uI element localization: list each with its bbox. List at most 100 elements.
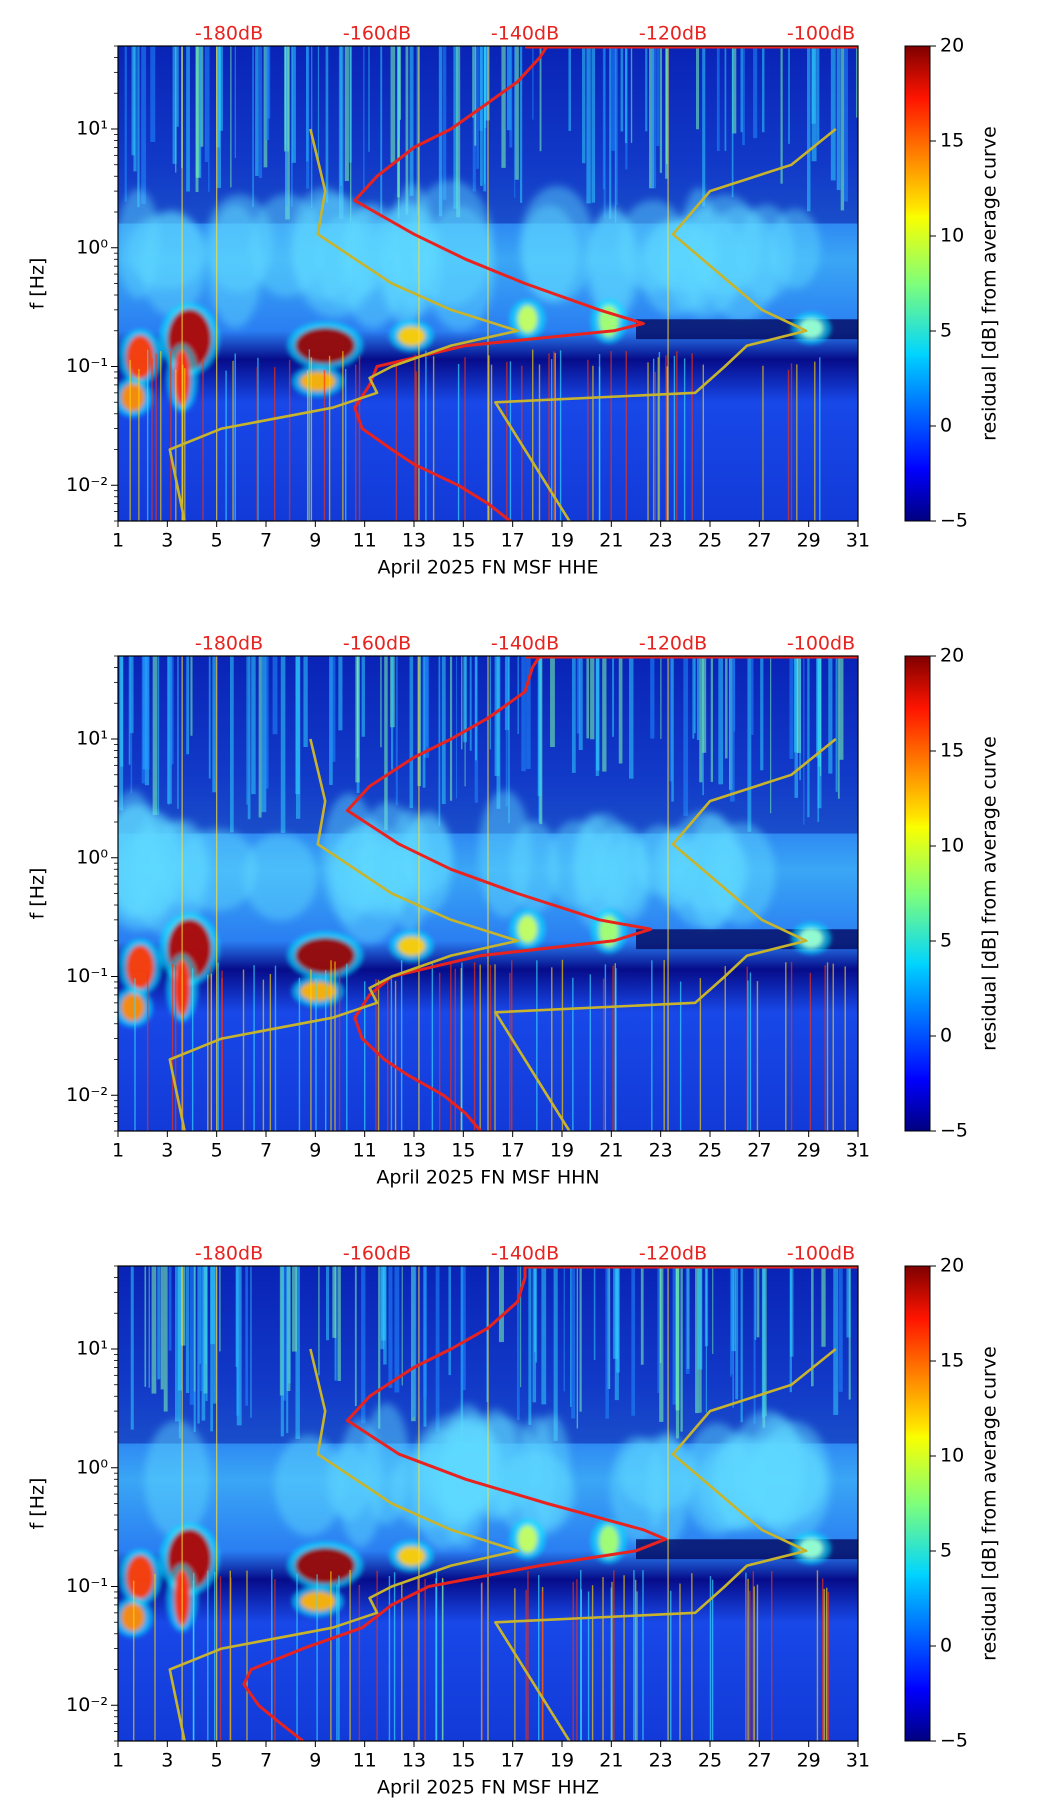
hf-streak [835, 656, 838, 792]
hf-streak [195, 46, 200, 178]
x-tick-label: 13 [402, 530, 426, 552]
colorbar-tick-label: 20 [940, 35, 964, 57]
x-tick-label: 23 [649, 1750, 673, 1772]
cloud-blob [144, 1420, 210, 1539]
cloud-blob [517, 1416, 556, 1538]
hf-streak [480, 46, 483, 186]
db-scale-label: -120dB [639, 633, 707, 655]
hf-streak [474, 46, 477, 146]
hf-streak [144, 1266, 147, 1387]
transient-streak [334, 961, 336, 1131]
hf-streak [656, 46, 660, 146]
x-tick-label: 3 [161, 530, 173, 552]
hf-streak [200, 1266, 203, 1392]
microseism-cloud [144, 1403, 832, 1550]
transient-streak [315, 978, 317, 1131]
hf-streak [172, 46, 177, 164]
hf-streak [586, 656, 590, 739]
hf-streak [680, 1266, 683, 1432]
db-scale-label: -140dB [491, 1243, 559, 1265]
transient-streak [210, 973, 213, 1131]
colorbar-tick-label: 10 [940, 225, 964, 247]
hf-streak [349, 46, 352, 163]
x-tick-label: 19 [550, 1750, 574, 1772]
hot-spot [397, 936, 426, 957]
transient-streak [253, 965, 255, 1131]
db-scale-label: -100dB [787, 633, 855, 655]
hf-streak [185, 1266, 190, 1393]
hf-streak [816, 46, 820, 144]
db-scale-label: -120dB [639, 23, 707, 45]
hf-streak [201, 1266, 206, 1421]
hf-streak [463, 656, 467, 743]
hf-streak [130, 656, 133, 794]
x-tick-label: 15 [451, 1750, 475, 1772]
hf-streak [285, 46, 288, 206]
x-tick-label: 29 [797, 530, 821, 552]
transient-streak [207, 1570, 209, 1741]
x-tick-label: 19 [550, 1140, 574, 1162]
transient-streak [623, 1575, 625, 1741]
hf-streak [789, 656, 794, 759]
transient-streak [551, 967, 553, 1131]
transient-streak [827, 1591, 830, 1741]
transient-streak [572, 977, 574, 1131]
hf-streak [505, 656, 508, 807]
transient-streak [146, 972, 149, 1131]
hf-streak [338, 46, 344, 220]
hf-streak [361, 1266, 366, 1424]
hf-streak [169, 656, 174, 765]
hf-streak [811, 46, 816, 124]
transient-streak [154, 1573, 156, 1741]
hf-streak [669, 656, 673, 782]
hf-streak [645, 46, 648, 132]
cloud-blob [250, 194, 324, 297]
transient-streak [756, 981, 759, 1131]
y-tick-label: 10⁰ [76, 846, 108, 868]
colorbar-tick-label: 10 [940, 1445, 964, 1467]
transient-streak [576, 1579, 578, 1741]
transient-streak [424, 1578, 426, 1741]
x-tick-label: 25 [698, 1140, 722, 1162]
hf-streak [485, 46, 490, 121]
transient-streak [316, 1574, 318, 1741]
hf-streak [683, 656, 689, 816]
colorbar-tick-label: 5 [940, 930, 952, 952]
transient-streak [699, 978, 702, 1131]
db-scale-label: -100dB [787, 1243, 855, 1265]
transient-streak [832, 963, 834, 1131]
transient-streak [479, 964, 481, 1131]
hf-streak [283, 1266, 287, 1401]
hf-streak [807, 46, 811, 212]
hf-streak [235, 1266, 238, 1367]
hf-streak [582, 46, 586, 164]
transient-streak [589, 974, 591, 1131]
hf-streak [571, 1266, 576, 1419]
hf-streak [455, 656, 458, 799]
hf-streak [828, 656, 833, 774]
transient-streak [612, 965, 614, 1131]
hf-streak [130, 1266, 134, 1430]
transient-streak [749, 1590, 751, 1741]
transient-streak [670, 1590, 672, 1741]
hf-streak [568, 46, 572, 131]
transient-streak [336, 1584, 338, 1741]
hf-streak [519, 46, 523, 203]
cloud-blob [391, 184, 434, 310]
transient-streak [587, 1591, 590, 1741]
hf-streak [354, 1266, 357, 1407]
transient-streak [824, 965, 826, 1131]
transient-streak [457, 363, 460, 521]
colorbar-tick-label: 20 [940, 1255, 964, 1277]
transient-streak [310, 357, 313, 521]
hf-streak [712, 1266, 714, 1354]
transient-streak [262, 979, 265, 1131]
transient-streak [554, 352, 556, 521]
hot-spot [299, 371, 336, 392]
y-tick-label: 10⁻¹ [66, 965, 108, 987]
hf-streak [657, 1266, 660, 1393]
hf-streak [261, 656, 267, 813]
hf-streak [380, 656, 382, 748]
x-tick-label: 17 [501, 1140, 525, 1162]
transient-streak [591, 1585, 594, 1741]
